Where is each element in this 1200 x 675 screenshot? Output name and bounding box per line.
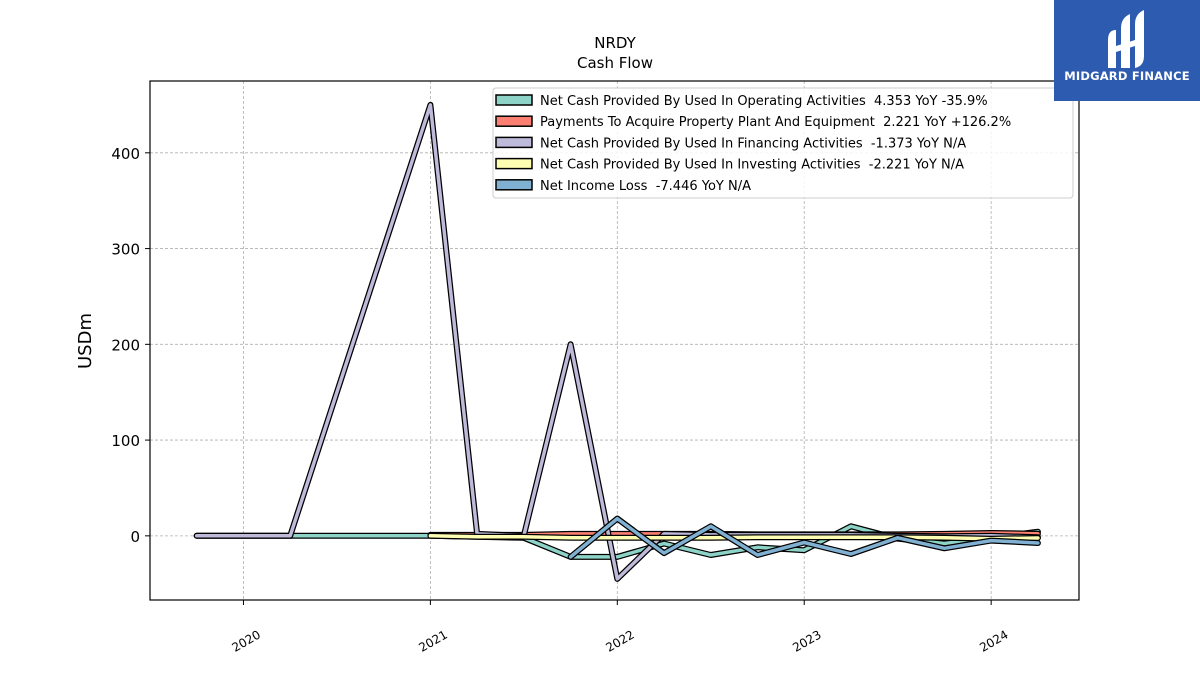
chart-title: NRDY: [594, 34, 636, 52]
legend-item-net-cash-provided-by-used-in-financing-activities: Net Cash Provided By Used In Financing A…: [495, 136, 966, 151]
legend-label: Net Cash Provided By Used In Operating A…: [540, 94, 988, 109]
x-tick-label: 2024: [977, 627, 1010, 654]
legend-item-net-cash-provided-by-used-in-investing-activities: Net Cash Provided By Used In Investing A…: [495, 157, 964, 173]
legend-label: Net Income Loss -7.446 YoY N/A: [540, 179, 751, 194]
brand-name: MIDGARD FINANCE: [1064, 69, 1190, 83]
y-axis-label: USDm: [75, 313, 96, 369]
series-line: [568, 516, 1040, 559]
legend-swatch: [495, 94, 533, 106]
legend-item-payments-to-acquire-property-plant-and-equipment: Payments To Acquire Property Plant And E…: [495, 115, 1011, 130]
legend-item-net-income-loss: Net Income Loss -7.446 YoY N/A: [495, 179, 751, 194]
chart-subtitle: Cash Flow: [577, 54, 653, 72]
legend-swatch: [495, 136, 533, 149]
y-tick-label: 100: [111, 432, 140, 450]
plot-frame: [149, 80, 1080, 601]
legend-box: [492, 87, 1074, 199]
x-tick-label: 2023: [790, 627, 823, 654]
legend-swatch: [495, 115, 533, 127]
midgard-logo-icon: [1108, 10, 1144, 68]
series-line: [194, 524, 1040, 559]
series-lines: [193, 101, 1041, 582]
legend-item-net-cash-provided-by-used-in-operating-activities: Net Cash Provided By Used In Operating A…: [495, 94, 988, 109]
x-tick-label: 2020: [230, 627, 263, 654]
legend-label: Net Cash Provided By Used In Financing A…: [540, 136, 966, 151]
y-tick-label: 0: [130, 528, 140, 546]
legend: Net Cash Provided By Used In Operating A…: [492, 87, 1074, 199]
y-tick-label: 300: [111, 241, 140, 259]
legend-swatch: [495, 179, 533, 191]
legend-swatch: [495, 157, 533, 170]
legend-label: Payments To Acquire Property Plant And E…: [540, 115, 1011, 130]
x-tick-label: 2022: [603, 627, 636, 654]
series-net-income-loss: [567, 515, 1041, 560]
y-tick-label: 400: [111, 145, 140, 163]
y-tick-label: 200: [111, 336, 140, 354]
brand-badge: MIDGARD FINANCE: [1054, 0, 1200, 101]
x-tick-label: 2021: [416, 627, 449, 654]
series-net-cash-provided-by-used-in-operating-activities: [193, 523, 1041, 560]
legend-label: Net Cash Provided By Used In Investing A…: [540, 158, 964, 173]
